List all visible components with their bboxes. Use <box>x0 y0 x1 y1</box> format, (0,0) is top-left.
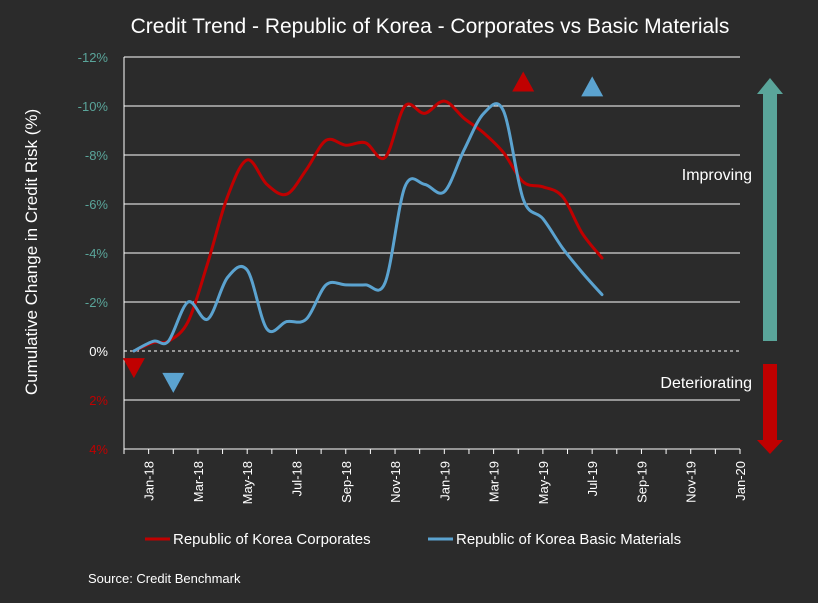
legend-label-basic-materials: Republic of Korea Basic Materials <box>456 531 681 548</box>
trend-markers <box>122 71 604 393</box>
improving-label: Improving <box>682 167 752 184</box>
y-tick-label-3: -6% <box>85 197 109 212</box>
x-tick-label-12: Jan-20 <box>733 461 748 501</box>
x-tick-label-2: May-18 <box>240 461 255 504</box>
source-note: Source: Credit Benchmark <box>88 571 241 586</box>
deteriorating-arrow-shaft <box>763 364 777 442</box>
x-tick-label-0: Jan-18 <box>142 461 157 501</box>
x-tick-label-4: Sep-18 <box>339 461 354 503</box>
x-tick-label-9: Jul-19 <box>585 461 600 496</box>
legend: Republic of Korea Corporates Republic of… <box>145 531 681 548</box>
trend-marker-down-1 <box>162 372 185 393</box>
y-tick-label-1: -10% <box>78 99 109 114</box>
series-line-basic-materials <box>132 102 604 353</box>
x-tick-label-5: Nov-18 <box>388 461 403 503</box>
x-tick-label-6: Jan-19 <box>437 461 452 501</box>
gridlines <box>123 56 740 450</box>
x-tick-label-10: Sep-19 <box>634 461 649 503</box>
improving-arrow-shaft <box>763 92 777 341</box>
trend-marker-up-2 <box>512 71 535 92</box>
improving-arrow-head <box>757 78 783 94</box>
y-tick-labels: -12% -10% -8% -6% -4% -2% 0% 2% 4% <box>78 50 109 457</box>
improving-arrow <box>757 78 783 341</box>
trend-marker-down-0 <box>122 358 145 379</box>
series-lines <box>132 99 604 353</box>
y-tick-label-7: 2% <box>89 393 108 408</box>
deteriorating-label: Deteriorating <box>660 375 752 392</box>
x-tick-label-3: Jul-18 <box>289 461 304 496</box>
series-line-corporates <box>132 99 604 353</box>
x-tick-label-11: Nov-19 <box>684 461 699 503</box>
x-tick-label-1: Mar-18 <box>191 461 206 502</box>
y-tick-label-0: -12% <box>78 50 109 65</box>
chart-title: Credit Trend - Republic of Korea - Corpo… <box>131 15 730 38</box>
y-tick-label-8: 4% <box>89 442 108 457</box>
x-tick-labels: Jan-18 Mar-18 May-18 Jul-18 Sep-18 Nov-18 Jan-… <box>123 448 748 504</box>
x-tick-label-7: Mar-19 <box>487 461 502 502</box>
deteriorating-arrow <box>757 364 783 454</box>
x-tick-label-8: May-19 <box>536 461 551 504</box>
y-axis-label: Cumulative Change in Credit Risk (%) <box>22 109 41 395</box>
y-tick-label-2: -8% <box>85 148 109 163</box>
trend-marker-up-3 <box>581 76 604 97</box>
legend-label-corporates: Republic of Korea Corporates <box>173 531 371 548</box>
y-tick-label-4: -4% <box>85 246 109 261</box>
y-tick-label-6: 0% <box>89 344 108 359</box>
y-tick-label-5: -2% <box>85 295 109 310</box>
deteriorating-arrow-head <box>757 440 783 454</box>
